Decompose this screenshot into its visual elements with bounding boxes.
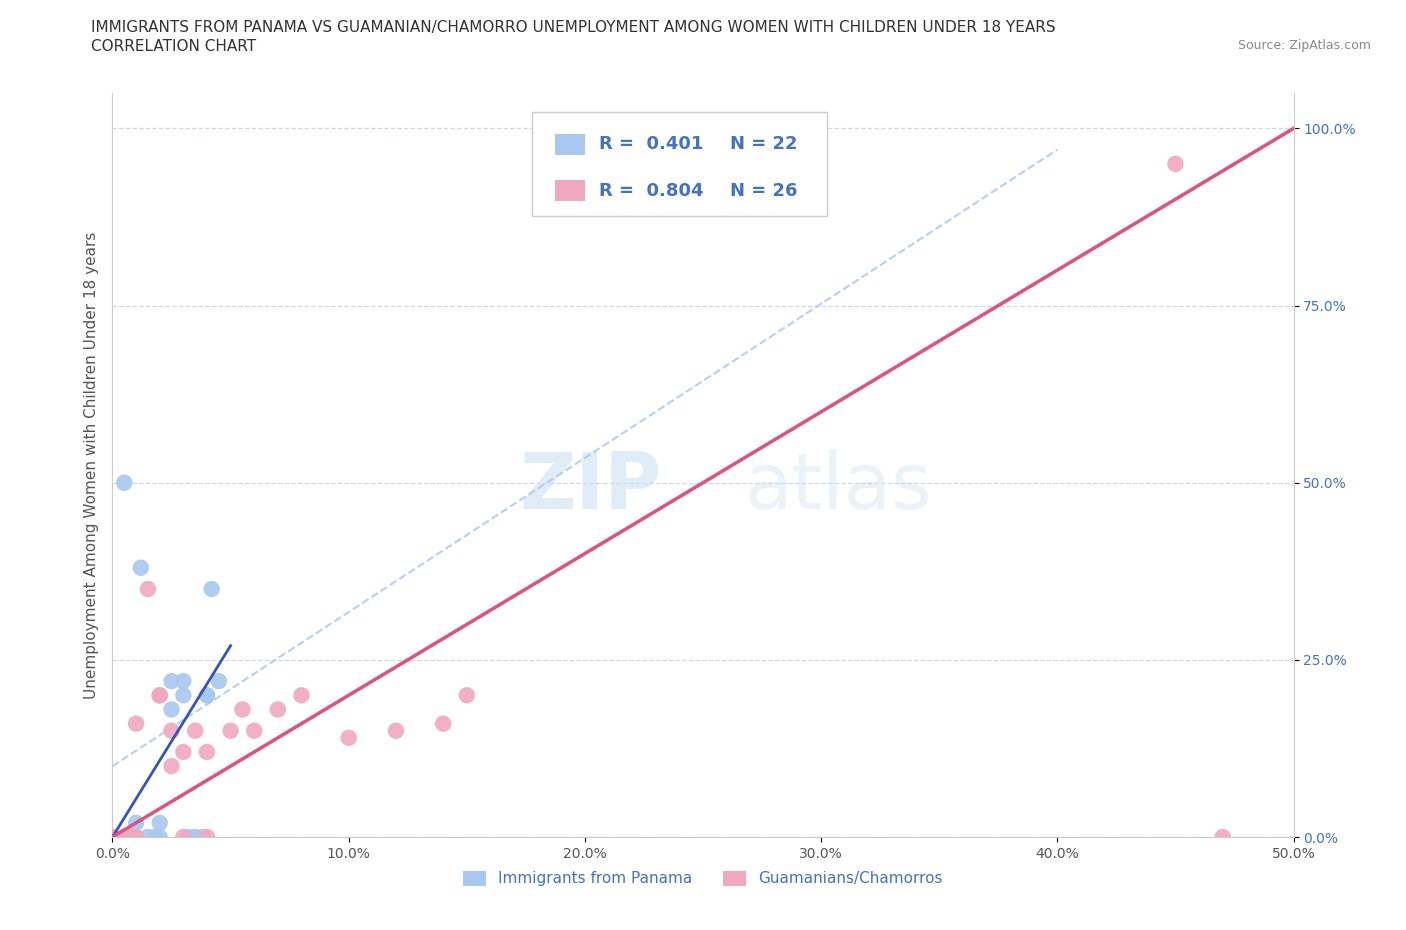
Point <box>456 688 478 703</box>
FancyBboxPatch shape <box>555 134 585 154</box>
Point <box>160 724 183 738</box>
Point <box>101 830 124 844</box>
Point <box>385 724 408 738</box>
Point <box>184 724 207 738</box>
Point <box>195 830 218 844</box>
Text: IMMIGRANTS FROM PANAMA VS GUAMANIAN/CHAMORRO UNEMPLOYMENT AMONG WOMEN WITH CHILD: IMMIGRANTS FROM PANAMA VS GUAMANIAN/CHAM… <box>91 20 1056 35</box>
Point <box>125 716 148 731</box>
Point <box>120 830 142 844</box>
Point <box>195 745 218 760</box>
Point <box>160 702 183 717</box>
Point <box>136 581 159 596</box>
Y-axis label: Unemployment Among Women with Children Under 18 years: Unemployment Among Women with Children U… <box>83 232 98 698</box>
Point <box>129 560 152 575</box>
Point <box>172 745 194 760</box>
FancyBboxPatch shape <box>555 180 585 201</box>
Point <box>112 830 135 844</box>
Point <box>177 830 200 844</box>
Point <box>125 830 148 844</box>
Point <box>231 702 253 717</box>
Point <box>208 673 231 688</box>
Text: ZIP: ZIP <box>519 449 662 525</box>
Text: atlas: atlas <box>744 449 932 525</box>
Point <box>267 702 290 717</box>
Point <box>184 830 207 844</box>
Text: N = 26: N = 26 <box>730 181 797 200</box>
Point <box>149 816 172 830</box>
Point <box>219 724 242 738</box>
FancyBboxPatch shape <box>531 112 827 216</box>
Point <box>337 730 360 745</box>
Point <box>112 475 135 490</box>
Point <box>243 724 266 738</box>
Point <box>120 830 142 844</box>
Point <box>125 816 148 830</box>
Text: Source: ZipAtlas.com: Source: ZipAtlas.com <box>1237 39 1371 52</box>
Point <box>195 688 218 703</box>
Point <box>149 688 172 703</box>
Point <box>432 716 454 731</box>
Point <box>195 688 218 703</box>
Point <box>172 673 194 688</box>
Point <box>149 830 172 844</box>
Legend: Immigrants from Panama, Guamanians/Chamorros: Immigrants from Panama, Guamanians/Chamo… <box>457 864 949 893</box>
Point <box>172 688 194 703</box>
Point <box>101 830 124 844</box>
Point <box>143 830 166 844</box>
Point <box>160 673 183 688</box>
Point <box>149 688 172 703</box>
Point <box>201 581 224 596</box>
Point <box>172 830 194 844</box>
Text: CORRELATION CHART: CORRELATION CHART <box>91 39 256 54</box>
Point <box>125 830 148 844</box>
Point <box>290 688 312 703</box>
Text: R =  0.401: R = 0.401 <box>599 136 703 153</box>
Point <box>160 759 183 774</box>
Point <box>136 830 159 844</box>
Point <box>112 830 135 844</box>
Text: N = 22: N = 22 <box>730 136 797 153</box>
Point <box>1164 156 1187 171</box>
Text: R =  0.804: R = 0.804 <box>599 181 703 200</box>
Point <box>1212 830 1234 844</box>
Point <box>191 830 214 844</box>
